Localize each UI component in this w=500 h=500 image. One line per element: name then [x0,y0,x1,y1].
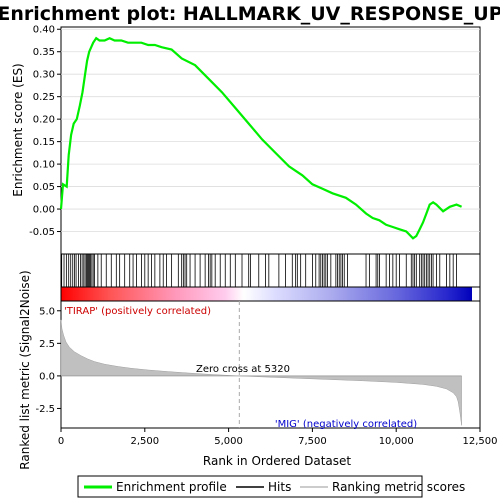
x-axis-label: Rank in Ordered Dataset [203,454,351,468]
hits-panel [60,253,481,288]
metric-y-tick-label: -2.5 [35,404,55,415]
es-y-ticks: 0.40 0.35 0.30 0.25 0.20 0.15 0.10 0.05 0.00 -0.0… [29,25,61,238]
hit-marks [61,254,457,287]
es-y-tick-label: -0.05 [29,227,55,238]
es-y-tick-label: 0.40 [33,25,55,36]
x-tick-label: 2,500 [130,436,159,447]
metric-panel: 5.0 2.5 0.0 -2.5 'TIRAP' (positively correl… [35,300,481,430]
es-y-tick-label: 0.15 [33,137,55,148]
legend-metric-label: Ranking metric scores [332,480,465,494]
es-gridlines [61,28,480,232]
es-y-tick-label: 0.35 [33,47,55,58]
legend: Enrichment profile Hits Ranking metric s… [77,475,465,498]
chart-title: Enrichment plot: HALLMARK_UV_RESPONSE_UP [0,3,500,25]
x-tick-label: 7,500 [298,436,327,447]
metric-y-tick-label: 2.5 [39,339,55,350]
legend-profile-label: Enrichment profile [116,480,227,494]
metric-y-tick-label: 0.0 [39,371,55,382]
es-y-tick-label: 0.10 [33,160,55,171]
es-y-tick-label: 0.30 [33,70,55,81]
es-y-tick-label: 0.05 [33,182,55,193]
metric-y-axis-label: Ranked list metric (Signal2Noise) [18,270,32,469]
es-panel: 0.40 0.35 0.30 0.25 0.20 0.15 0.10 0.05 0.00 -0.0… [29,25,481,255]
enrichment-profile-line [59,36,463,240]
metric-y-tick-label: 5.0 [39,306,55,317]
positive-annotation: 'TIRAP' (positively correlated) [64,306,211,317]
metric-y-ticks: 5.0 2.5 0.0 -2.5 [35,306,61,415]
metric-panel-frame [60,300,481,429]
x-tick-label: 12,500 [463,436,498,447]
zero-cross-annotation: Zero cross at 5320 [196,364,290,375]
x-tick-label: 5,000 [214,436,243,447]
es-y-axis-label: Enrichment score (ES) [11,63,25,196]
x-ticks: 0 2,500 5,000 7,500 10,000 12,500 [58,428,498,447]
rank-color-bar [60,286,481,302]
x-tick-label: 10,000 [379,436,414,447]
es-y-tick-label: 0.25 [33,92,55,103]
es-y-tick-label: 0.00 [33,205,55,216]
rank-gradient-bar [61,287,472,301]
negative-annotation: 'MIG' (negatively correlated) [275,419,417,430]
legend-hits-label: Hits [268,480,291,494]
hits-panel-frame [60,253,481,288]
es-panel-frame [60,26,481,255]
es-y-tick-label: 0.20 [33,115,55,126]
ranking-metric-area [60,319,462,426]
x-tick-label: 0 [58,436,64,447]
